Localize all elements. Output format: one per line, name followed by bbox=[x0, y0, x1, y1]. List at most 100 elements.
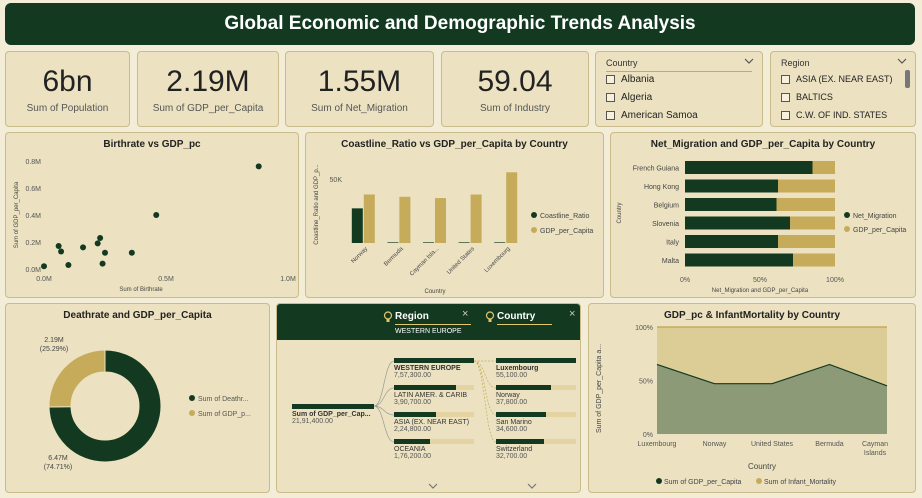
checkbox[interactable] bbox=[781, 92, 790, 102]
scatter-point bbox=[153, 212, 160, 218]
kpi-label: Sum of Industry bbox=[479, 102, 551, 114]
column-bar bbox=[399, 196, 411, 243]
stacked-bar-segment bbox=[776, 198, 835, 211]
scatter-plot[interactable]: 0.0M 0.2M 0.4M 0.6M 0.8M 0.0M 0.5M 1.0M Sum of B… bbox=[6, 133, 300, 299]
country-node[interactable]: Norway 37,800.00 bbox=[496, 385, 576, 406]
x-tick-label: 0.5M bbox=[158, 276, 174, 283]
slicer-option[interactable]: C.W. OF IND. STATES bbox=[781, 110, 887, 120]
legend-label: Coastline_Ratio bbox=[540, 213, 590, 220]
checkbox[interactable] bbox=[781, 110, 790, 120]
y-axis-label: Sum of GDP_per_Capita bbox=[14, 181, 20, 248]
region-node[interactable]: LATIN AMER. & CARIB 3,90,700.00 bbox=[394, 385, 474, 406]
donut-chart-card[interactable]: Deathrate and GDP_per_Capita 2.19M (25.29… bbox=[5, 303, 270, 493]
tree-connector bbox=[373, 387, 395, 407]
y-tick-label: Hong Kong bbox=[644, 184, 679, 191]
x-tick-label: Cayman bbox=[862, 441, 888, 448]
net-migration-chart-card[interactable]: Net_Migration and GDP_per_Capita by Coun… bbox=[610, 132, 916, 298]
country-node[interactable]: Switzerland 32,700.00 bbox=[496, 439, 576, 460]
kpi-value: 1.55M bbox=[317, 64, 402, 98]
legend-marker bbox=[844, 226, 850, 232]
legend-marker bbox=[531, 212, 537, 218]
x-tick-label: Luxembourg bbox=[484, 246, 512, 274]
close-icon[interactable]: × bbox=[569, 308, 576, 320]
scatter-point bbox=[128, 249, 135, 256]
x-axis-label: Net_Migration and GDP_per_Capita bbox=[712, 288, 809, 294]
scatter-point bbox=[94, 240, 101, 247]
scatter-point bbox=[99, 260, 106, 267]
filter-tag: WESTERN EUROPE bbox=[395, 328, 462, 335]
slicer-option[interactable]: Albania bbox=[606, 74, 654, 85]
legend-label: Sum of GDP_per_Capita bbox=[664, 479, 742, 486]
scatter-point bbox=[55, 243, 62, 250]
checkbox[interactable] bbox=[606, 93, 615, 102]
x-tick-label: 50% bbox=[753, 277, 767, 284]
legend-marker bbox=[844, 212, 850, 218]
country-node[interactable]: Luxembourg 55,100.00 bbox=[496, 358, 576, 379]
donut-slice bbox=[48, 349, 162, 463]
country-slicer[interactable]: Country Albania Algeria American Samoa bbox=[595, 51, 763, 127]
root-node[interactable]: Sum of GDP_per_Cap... 21,91,400.00 bbox=[292, 404, 374, 425]
stacked-bar-segment bbox=[790, 216, 835, 230]
data-label: 6.47M bbox=[48, 455, 68, 462]
slicer-option[interactable]: BALTICS bbox=[781, 92, 833, 102]
tree-connectors bbox=[373, 360, 497, 443]
scatter-point bbox=[102, 249, 108, 256]
chevron-down-icon[interactable] bbox=[897, 57, 907, 65]
area-chart-card[interactable]: GDP_pc & InfantMortality by Country 0% 50… bbox=[588, 303, 916, 493]
legend-marker bbox=[189, 410, 195, 416]
close-icon[interactable]: × bbox=[462, 308, 469, 320]
country-node[interactable]: San Marino 34,600.00 bbox=[496, 412, 576, 433]
chevron-down-icon[interactable] bbox=[744, 57, 754, 65]
region-node[interactable]: ASIA (EX. NEAR EAST) 2,24,800.00 bbox=[394, 412, 474, 433]
legend-label: Sum of GDP_p... bbox=[198, 411, 251, 418]
slicer-option[interactable]: Algeria bbox=[606, 92, 652, 103]
scrollbar[interactable] bbox=[905, 70, 910, 88]
stacked-bar-segment bbox=[685, 253, 793, 267]
kpi-gdp[interactable]: 2.19M Sum of GDP_per_Capita bbox=[137, 51, 279, 127]
area-line bbox=[656, 363, 888, 387]
scatter-chart-card[interactable]: Birthrate vs GDP_pc 0.0M 0.2M 0.4M 0.6M 0.8M… bbox=[5, 132, 299, 298]
kpi-population[interactable]: 6bn Sum of Population bbox=[5, 51, 130, 127]
y-tick-label: Italy bbox=[666, 240, 679, 247]
donut-chart[interactable]: 2.19M (25.29%) 6.47M (74.71%) Sum of Deathr.… bbox=[6, 304, 271, 494]
kpi-value: 2.19M bbox=[166, 64, 250, 98]
area-chart[interactable]: 0% 50% 100% Luxembourg Norway United States Be… bbox=[589, 304, 917, 494]
checkbox[interactable] bbox=[781, 74, 790, 84]
slicer-title: Country bbox=[606, 58, 638, 68]
column-bar bbox=[351, 208, 363, 243]
y-tick-label: 0.4M bbox=[25, 213, 41, 220]
region-node[interactable]: WESTERN EUROPE 7,57,300.00 bbox=[394, 358, 474, 379]
y-axis-label: Country bbox=[617, 202, 623, 223]
legend-marker bbox=[531, 227, 537, 233]
region-level-header[interactable]: Region bbox=[395, 311, 429, 322]
x-tick-label: Norway bbox=[703, 441, 727, 448]
column-bar bbox=[458, 242, 470, 243]
x-tick-label: 1.0M bbox=[280, 276, 296, 283]
slicer-option[interactable]: ASIA (EX. NEAR EAST) bbox=[781, 74, 893, 84]
region-node[interactable]: OCEANIA 1,76,200.00 bbox=[394, 439, 474, 460]
country-level-header[interactable]: Country bbox=[497, 311, 536, 322]
x-axis-label: Country bbox=[748, 462, 776, 471]
kpi-industry[interactable]: 59.04 Sum of Industry bbox=[441, 51, 589, 127]
y-tick-label: 0.0M bbox=[25, 267, 41, 274]
kpi-net-migration[interactable]: 1.55M Sum of Net_Migration bbox=[285, 51, 434, 127]
chevron-down-icon[interactable] bbox=[428, 483, 438, 490]
column-bar bbox=[363, 194, 375, 243]
decomposition-tree-card[interactable]: Region × Country × WESTERN EUROPE Sum of… bbox=[276, 303, 581, 493]
slicer-option[interactable]: American Samoa bbox=[606, 110, 698, 121]
checkbox[interactable] bbox=[606, 75, 615, 84]
tree-connector bbox=[473, 360, 497, 389]
y-tick-label: Malta bbox=[662, 258, 679, 265]
chevron-down-icon[interactable] bbox=[527, 483, 537, 490]
y-tick-label: 0.2M bbox=[25, 240, 41, 247]
region-slicer[interactable]: Region ASIA (EX. NEAR EAST) BALTICS C.W.… bbox=[770, 51, 916, 127]
stacked-bar-segment bbox=[685, 198, 777, 211]
checkbox[interactable] bbox=[606, 111, 615, 120]
y-tick-label: 0.8M bbox=[25, 159, 41, 166]
legend-label: Sum of Infant_Mortality bbox=[764, 479, 836, 486]
tree-connector bbox=[473, 360, 497, 443]
stacked-bar-chart[interactable]: French Guiana Hong Kong Belgium Slovenia Ita… bbox=[611, 133, 917, 299]
data-label: (74.71%) bbox=[44, 464, 72, 471]
column-chart[interactable]: 50K Coastline_Ratio and GDP_p... Norway Ber… bbox=[306, 133, 605, 299]
coastline-chart-card[interactable]: Coastline_Ratio vs GDP_per_Capita by Cou… bbox=[305, 132, 604, 298]
